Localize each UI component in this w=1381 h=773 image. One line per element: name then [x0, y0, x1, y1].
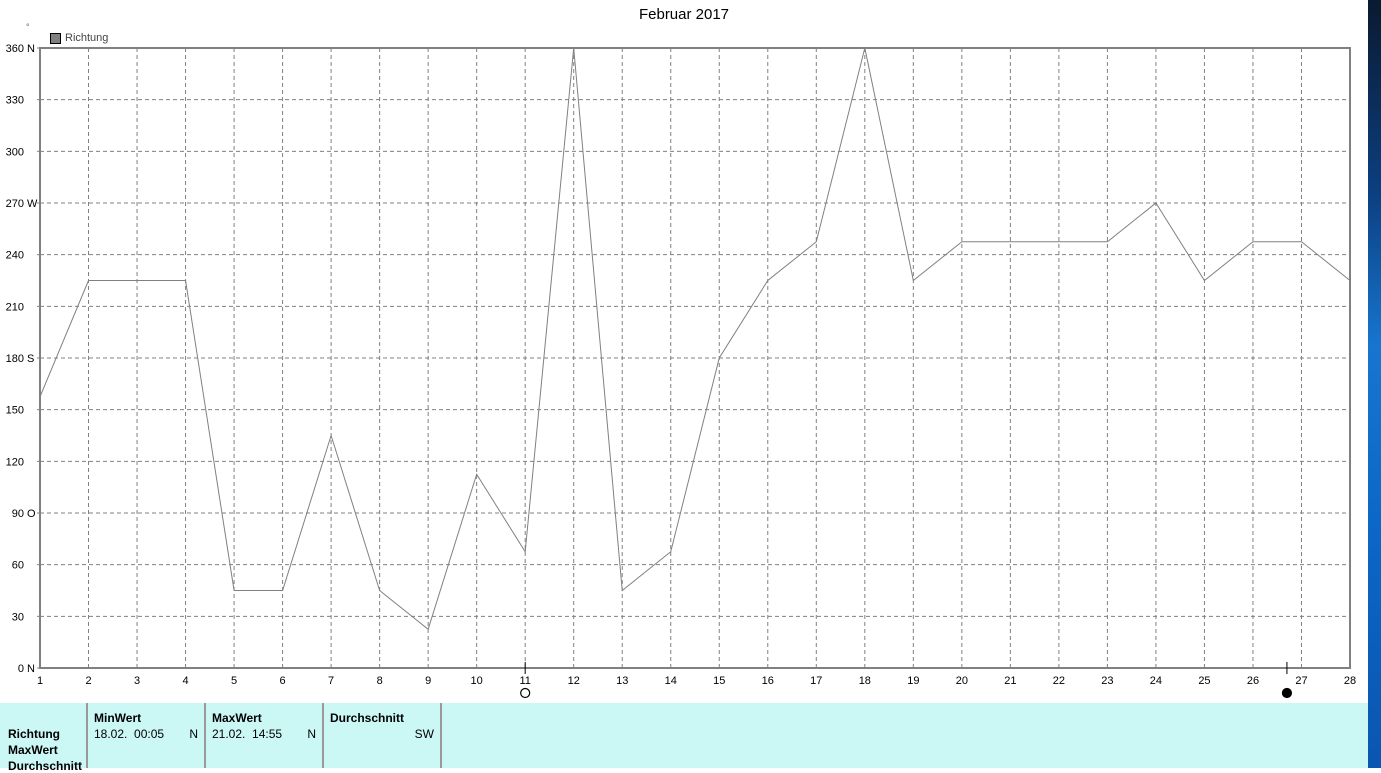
max-date: 21.02. 14:55 — [212, 727, 283, 741]
chart-title: Februar 2017 — [638, 6, 730, 23]
x-tick-label: 11 — [519, 675, 530, 687]
full-moon-icon — [520, 687, 531, 699]
max-header: MaxWert — [212, 711, 262, 725]
x-tick-label: 20 — [956, 675, 968, 687]
x-tick-label: 13 — [616, 675, 628, 687]
min-date: 18.02. 00:05 — [94, 727, 165, 741]
max-dir: N — [307, 727, 316, 741]
x-tick-label: 6 — [280, 675, 286, 687]
x-tick-label: 16 — [762, 675, 774, 687]
y-tick-label: 0 — [18, 663, 24, 675]
x-tick-label: 18 — [859, 675, 871, 687]
x-tick-label: 10 — [471, 675, 483, 687]
y-tick-label: 90 — [12, 508, 24, 520]
legend-swatch — [50, 32, 61, 44]
x-tick-label: 17 — [810, 675, 822, 687]
legend: Richtung — [50, 32, 108, 44]
x-tick-label: 21 — [1004, 675, 1016, 687]
y-tick-label: 30 — [12, 611, 24, 623]
x-tick-label: 8 — [377, 675, 383, 687]
series-line-richtung — [39, 47, 1351, 631]
y-tick-direction: N — [27, 43, 35, 55]
x-tick-label: 3 — [134, 675, 140, 687]
legend-label: Richtung — [65, 32, 109, 44]
min-dir: N — [189, 727, 198, 741]
x-tick-label: 15 — [713, 675, 725, 687]
x-tick-label: 9 — [425, 675, 431, 687]
x-tick-label: 25 — [1198, 675, 1210, 687]
y-tick-label: 240 — [6, 250, 24, 262]
y-tick-direction: S — [27, 353, 34, 365]
x-tick-label: 24 — [1150, 675, 1162, 687]
x-tick-label: 26 — [1247, 675, 1259, 687]
row-label: Durchschnitt — [8, 759, 83, 773]
row-label: MaxWert — [8, 743, 58, 757]
x-tick-label: 19 — [907, 675, 919, 687]
y-tick-direction: W — [27, 198, 38, 210]
x-tick-label: 28 — [1344, 675, 1356, 687]
x-tick-label: 22 — [1053, 675, 1065, 687]
min-header: MinWert — [94, 711, 142, 725]
max-column: MaxWert 21.02. 14:55 N — [206, 703, 324, 768]
x-tick-label: 2 — [85, 675, 91, 687]
row-labels: Richtung MaxWert Durchschnitt — [0, 703, 88, 773]
plot-frame — [39, 47, 1351, 669]
y-tick-label: 210 — [6, 301, 24, 313]
x-tick-label: 5 — [231, 675, 237, 687]
y-unit: ° — [26, 22, 30, 32]
y-tick-label: 150 — [6, 405, 24, 417]
y-tick-direction: O — [27, 508, 36, 520]
x-tick-label: 12 — [568, 675, 580, 687]
x-tick-label: 1 — [37, 675, 43, 687]
x-tick-label: 7 — [328, 675, 334, 687]
row-label: Richtung — [8, 727, 60, 741]
y-tick-label: 270 — [6, 198, 24, 210]
avg-dir: SW — [414, 727, 434, 741]
y-tick-label: 360 — [6, 43, 24, 55]
x-tick-label: 4 — [182, 675, 188, 687]
avg-header: Durchschnitt — [330, 711, 405, 725]
avg-column: Durchschnitt SW — [324, 703, 442, 768]
chart: 1 2 3 4 5 6 7 8 9 10 11 12 13 14 15 16 17 18 19 20 21 22 23 24 2… — [6, 43, 1356, 699]
y-tick-label: 300 — [6, 146, 24, 158]
y-tick-label: 120 — [6, 456, 24, 468]
x-tick-label: 14 — [665, 675, 677, 687]
min-column: MinWert 18.02. 00:05 N — [88, 703, 206, 768]
stats-panel: Richtung MaxWert Durchschnitt MinWert 18… — [0, 703, 1368, 773]
y-tick-label: 180 — [6, 353, 24, 365]
x-tick-label: 27 — [1295, 675, 1307, 687]
x-tick-label: 23 — [1101, 675, 1113, 687]
new-moon-icon — [1281, 687, 1293, 699]
y-tick-label: 330 — [6, 95, 24, 107]
y-tick-direction: N — [27, 663, 35, 675]
desktop-background — [1368, 0, 1381, 768]
y-tick-label: 60 — [12, 560, 24, 572]
